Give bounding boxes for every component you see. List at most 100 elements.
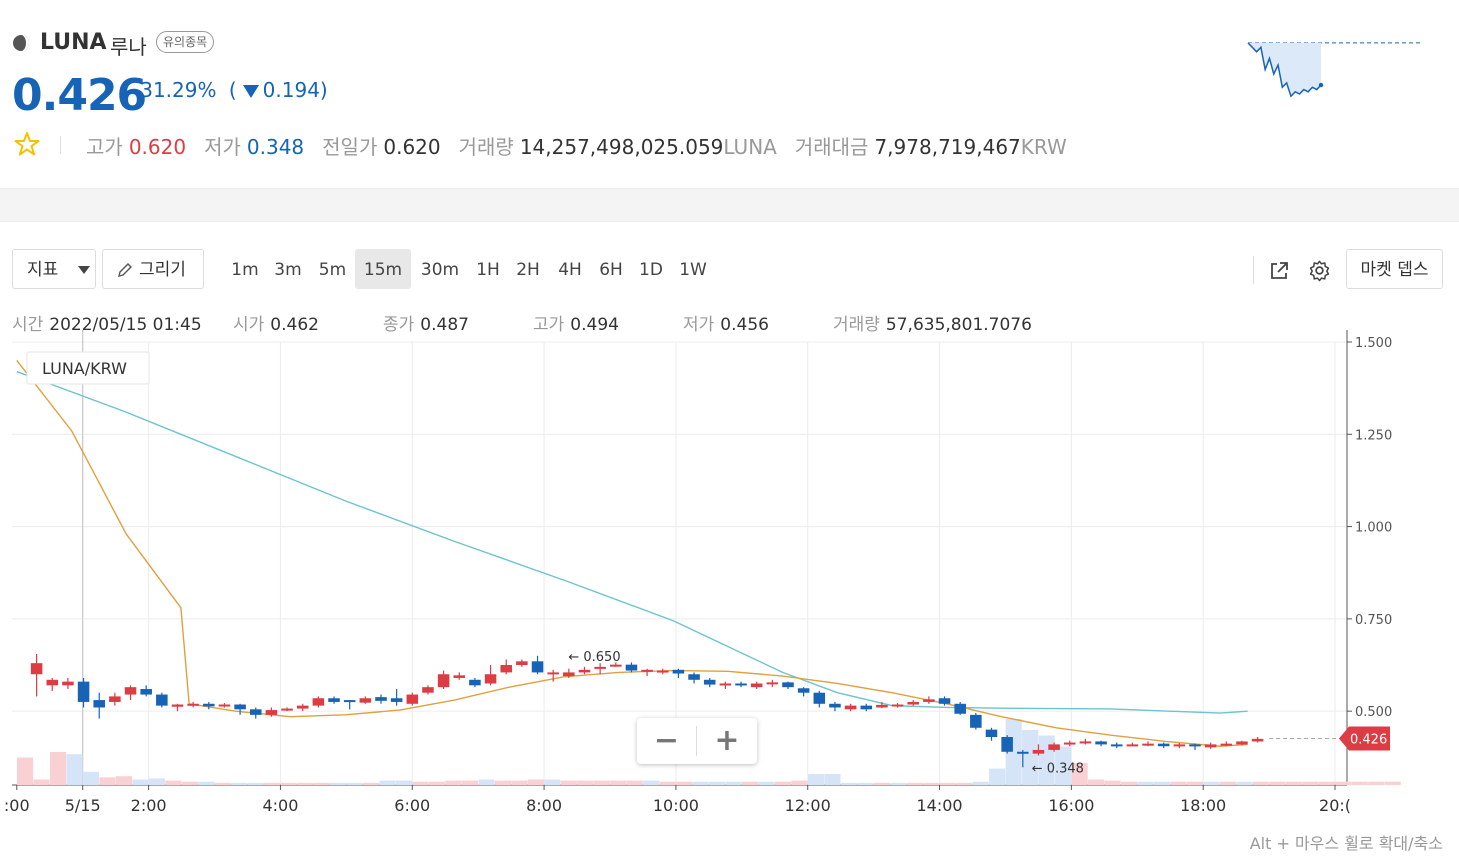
volume-bar xyxy=(741,781,759,785)
timeframe-1D[interactable]: 1D xyxy=(639,260,663,280)
volume-bar xyxy=(791,780,808,785)
timeframe-5m[interactable]: 5m xyxy=(318,260,347,280)
candle-body xyxy=(531,661,544,673)
candle-body xyxy=(782,682,794,688)
draw-button[interactable]: 그리기 xyxy=(102,249,204,289)
x-tick-label: 10:00 xyxy=(653,796,699,815)
x-tick-label: 18:00 xyxy=(1180,796,1226,815)
candle-body xyxy=(203,703,215,707)
volume-bar xyxy=(165,780,182,785)
volume-bar xyxy=(379,780,396,785)
stat-value: 0.620 xyxy=(128,135,187,159)
timeframe-2H[interactable]: 2H xyxy=(516,260,540,280)
candle-body xyxy=(891,704,904,707)
candle-body xyxy=(876,704,888,708)
candle-body xyxy=(359,698,372,703)
candle-body xyxy=(1048,744,1060,750)
candle-body xyxy=(437,674,450,688)
info-value: 2022/05/15 01:45 xyxy=(49,315,202,335)
candle-body xyxy=(970,714,982,728)
timeframe-3m[interactable]: 3m xyxy=(274,260,302,280)
volume-bar xyxy=(692,781,709,785)
down-triangle-icon xyxy=(242,85,259,98)
toolbar-divider xyxy=(1253,256,1254,284)
star-icon[interactable] xyxy=(14,131,40,157)
volume-bar xyxy=(1302,781,1319,785)
caret-down-icon xyxy=(77,266,90,274)
x-tick-label: 12:00 xyxy=(785,796,831,815)
candle-body xyxy=(1126,744,1139,747)
popout-icon[interactable] xyxy=(1268,260,1290,282)
y-tick-label: 0.750 xyxy=(1355,613,1392,628)
zoom-control: − + xyxy=(637,718,757,764)
info-label: 시가 xyxy=(233,315,265,335)
candle-body xyxy=(30,663,43,675)
volume-bar xyxy=(873,782,890,785)
stat-value: 0.348 xyxy=(246,135,305,159)
timeframe-6H[interactable]: 6H xyxy=(599,260,623,280)
candle-body xyxy=(406,694,419,704)
timeframe-1H[interactable]: 1H xyxy=(476,260,500,280)
timeframe-1m[interactable]: 1m xyxy=(231,260,259,280)
candle-body xyxy=(625,664,638,671)
candle-body xyxy=(1220,743,1233,746)
volume-bar xyxy=(511,780,528,785)
change-percent: -31.29% xyxy=(133,78,217,102)
candle-body xyxy=(985,729,998,738)
stat-label: 거래대금 xyxy=(794,135,869,159)
candlestick-chart[interactable]: 0.500 0.750 1.000 1.250 1.500:00 5/15 2:00 4:00… xyxy=(0,330,1459,825)
stat-value: 7,978,719,467 xyxy=(874,135,1021,159)
candle-body xyxy=(938,698,951,704)
candle-body xyxy=(140,689,152,695)
candle-body xyxy=(844,705,857,710)
volume-bar xyxy=(1038,735,1055,785)
volume-bar xyxy=(1170,781,1187,785)
candle-body xyxy=(62,681,74,686)
zoom-out-button[interactable]: − xyxy=(653,723,680,758)
candle-body xyxy=(469,679,481,686)
candle-body xyxy=(563,672,575,677)
stat-value: 14,257,498,025.059 xyxy=(519,135,724,159)
timeframe-4H[interactable]: 4H xyxy=(558,260,582,280)
indicator-dropdown[interactable]: 지표 xyxy=(12,249,96,289)
x-tick-label: 5/15 xyxy=(65,796,101,815)
luna-coin-icon xyxy=(13,35,29,51)
gear-icon[interactable] xyxy=(1308,259,1331,282)
candle-body xyxy=(484,674,497,684)
volume-bar xyxy=(428,781,446,785)
candle-body xyxy=(1189,744,1201,747)
candle-body xyxy=(547,672,559,675)
candle-body xyxy=(719,683,732,686)
volume-bar xyxy=(643,780,660,785)
volume-bar xyxy=(99,777,116,785)
volume-bar xyxy=(1368,781,1385,785)
volume-bar xyxy=(840,782,857,785)
info-volume: 거래량 57,635,801.7076 xyxy=(833,310,1032,335)
info-label: 종가 xyxy=(383,315,415,335)
x-tick-label: 6:00 xyxy=(394,796,430,815)
volume-bar xyxy=(659,781,676,785)
volume-bar xyxy=(857,782,874,785)
volume-bar xyxy=(1104,780,1121,785)
volume-bar xyxy=(1219,781,1236,785)
timeframe-1W[interactable]: 1W xyxy=(679,260,707,280)
stat-label: 전일가 xyxy=(322,135,378,159)
info-label: 거래량 xyxy=(833,315,880,335)
candle-body xyxy=(656,670,669,673)
volume-bar xyxy=(412,781,429,785)
last-price-label: 0.426 xyxy=(1350,732,1387,747)
volume-bar xyxy=(264,782,281,785)
volume-bar xyxy=(544,779,561,785)
candle-body xyxy=(516,661,528,666)
stat-label: 저가 xyxy=(204,135,241,159)
candle-body xyxy=(46,679,59,686)
zoom-in-button[interactable]: + xyxy=(714,723,740,758)
volume-bar xyxy=(956,782,973,785)
warning-badge: 유의종목 xyxy=(156,31,215,53)
timeframe-30m[interactable]: 30m xyxy=(420,260,460,280)
volume-bar xyxy=(395,780,413,785)
info-label: 고가 xyxy=(533,315,565,335)
market-depth-button[interactable]: 마켓 뎁스 xyxy=(1346,249,1443,289)
timeframe-15m[interactable]: 15m xyxy=(355,249,411,289)
volume-bar xyxy=(1055,746,1072,785)
